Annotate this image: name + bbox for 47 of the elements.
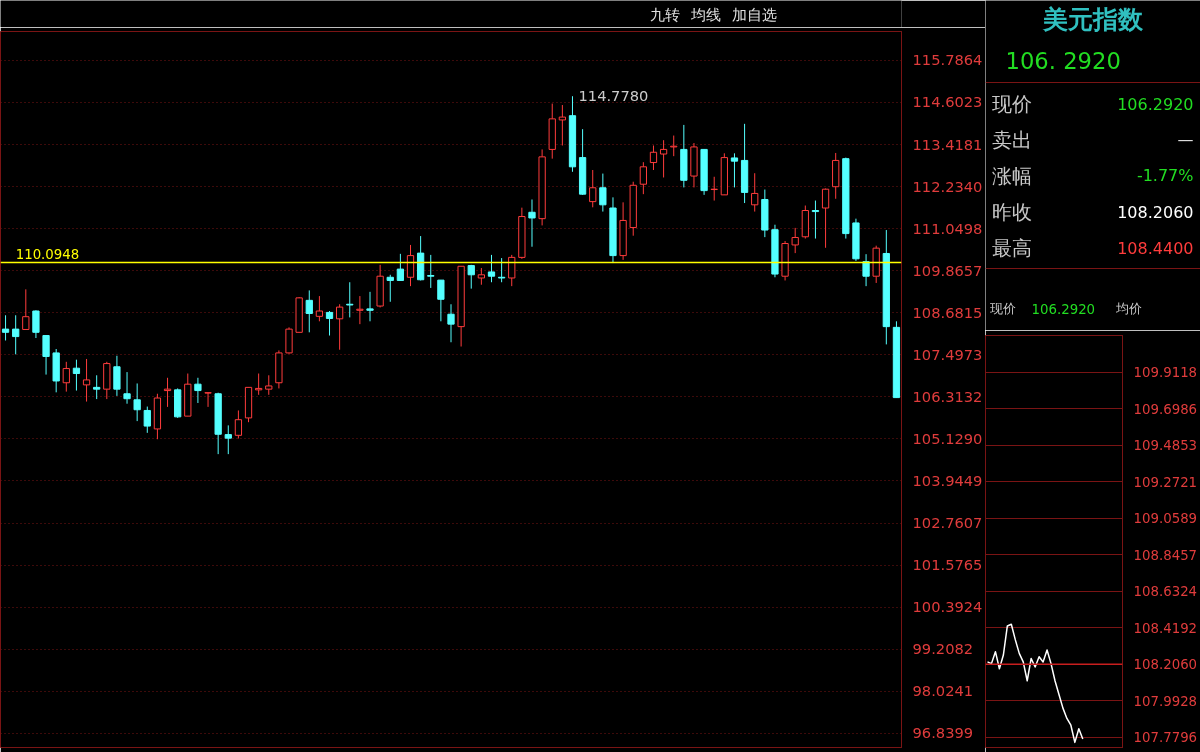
y-tick-label: 109.2721 xyxy=(1133,474,1198,490)
y-tick-label: 106.3132 xyxy=(912,387,983,405)
y-tick-label: 109.9118 xyxy=(1133,365,1198,381)
y-tick-label: 108.4192 xyxy=(1133,620,1198,636)
y-tick-label: 108.2060 xyxy=(1133,657,1198,673)
y-tick-label: 114.6023 xyxy=(912,93,983,111)
y-tick-label: 109.6986 xyxy=(1133,401,1198,417)
text: 均价 xyxy=(1114,301,1142,316)
text: 九转 xyxy=(649,6,680,23)
y-tick-label: 98.0241 xyxy=(912,682,974,700)
y-tick-label: 107.7796 xyxy=(1133,730,1198,746)
y-tick-label: 100.3924 xyxy=(912,598,983,616)
text: — xyxy=(1177,130,1194,149)
y-tick-label: 107.9928 xyxy=(1133,693,1198,709)
text: 最高 xyxy=(991,235,1032,260)
text: 加自选 xyxy=(732,6,778,23)
ref-line-label: 110.0948 xyxy=(15,246,80,262)
y-tick-label: 109.4853 xyxy=(1133,438,1198,454)
text: 106.2920 xyxy=(1031,301,1096,317)
text: 均线 xyxy=(690,6,722,23)
text: 现价 xyxy=(991,91,1032,116)
text: 昨收 xyxy=(991,199,1032,224)
text: 卖出 xyxy=(991,127,1032,152)
y-tick-label: 105.1290 xyxy=(912,429,983,447)
annotation: 114.7780 xyxy=(578,87,649,105)
text: 106. 2920 xyxy=(1005,47,1121,74)
text: 现价 xyxy=(989,301,1016,316)
text: 涨幅 xyxy=(991,163,1032,188)
y-tick-label: 115.7864 xyxy=(912,51,983,69)
text: 106.2920 xyxy=(1117,94,1194,114)
y-tick-label: 109.8657 xyxy=(912,261,983,279)
y-tick-label: 99.2082 xyxy=(912,640,974,658)
y-tick-label: 103.9449 xyxy=(912,471,983,489)
text: 美元指数 xyxy=(1042,3,1144,34)
y-tick-label: 111.0498 xyxy=(912,219,983,237)
y-tick-label: 112.2340 xyxy=(912,177,983,195)
y-tick-label: 108.6324 xyxy=(1133,584,1198,600)
y-tick-label: 107.4973 xyxy=(912,345,983,363)
y-tick-label: 101.5765 xyxy=(912,556,983,574)
y-tick-label: 113.4181 xyxy=(912,135,983,153)
y-tick-label: 108.8457 xyxy=(1133,547,1198,563)
text: -1.77% xyxy=(1136,166,1194,185)
text: 108.4400 xyxy=(1117,238,1194,258)
y-tick-label: 108.6815 xyxy=(912,303,983,321)
y-tick-label: 109.0589 xyxy=(1133,511,1198,527)
y-tick-label: 102.7607 xyxy=(912,514,983,532)
y-tick-label: 96.8399 xyxy=(912,724,974,742)
